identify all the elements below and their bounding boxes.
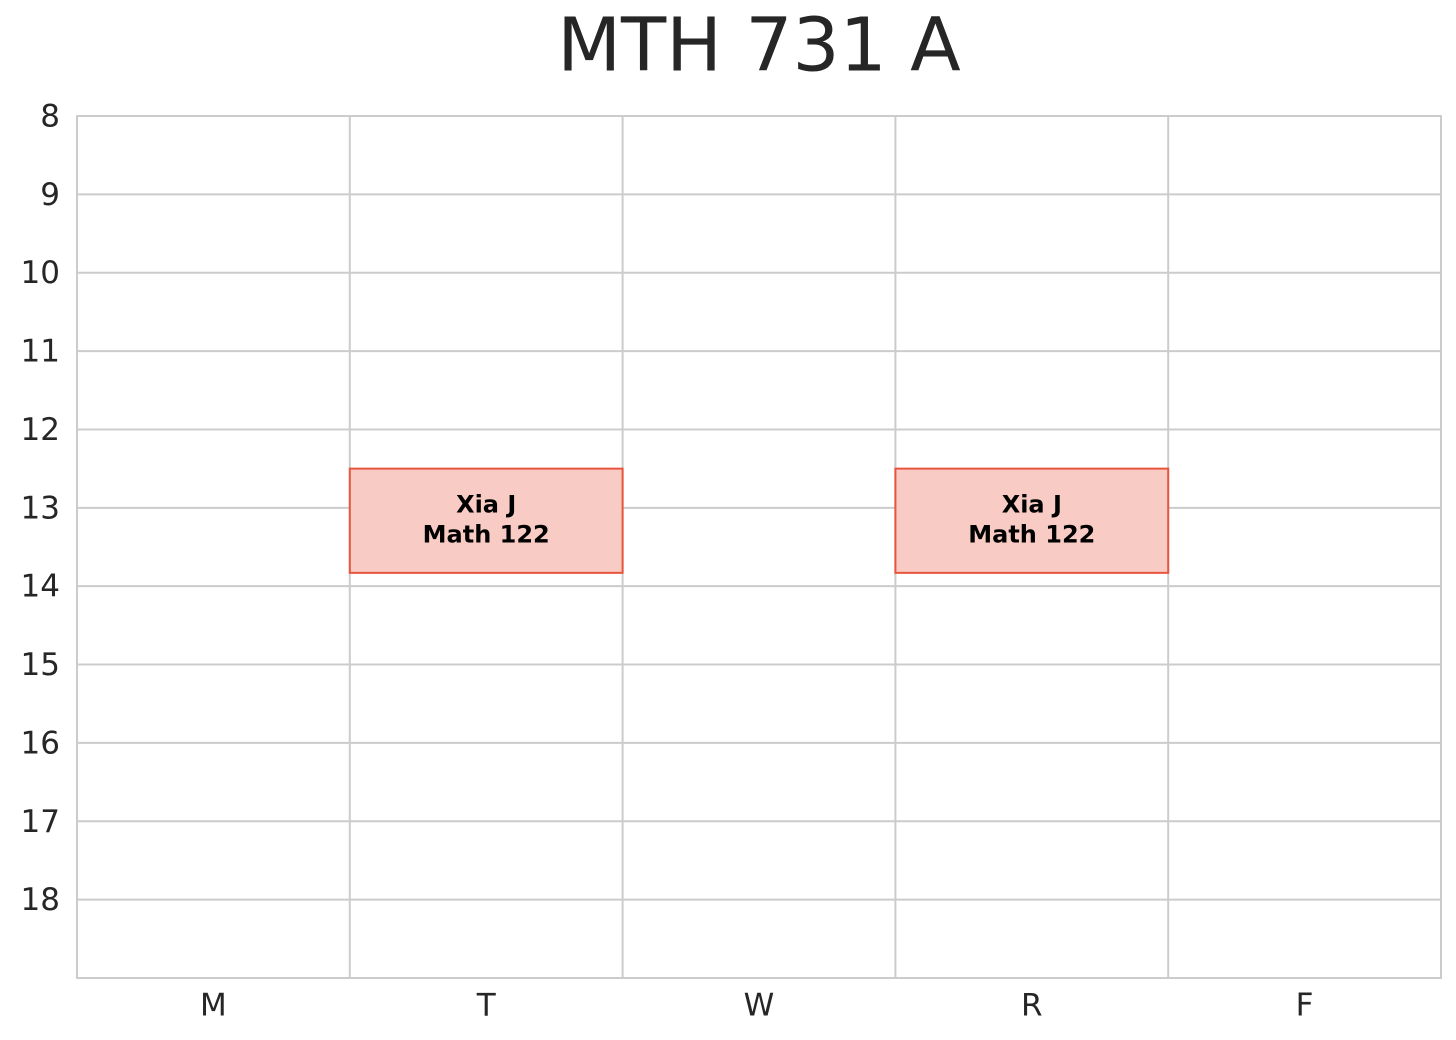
event-instructor: Xia J	[456, 491, 516, 519]
x-tick-label: W	[744, 988, 775, 1024]
y-tick-label: 14	[21, 569, 60, 605]
y-tick-label: 12	[21, 412, 60, 448]
event-block	[894, 467, 1170, 574]
plot-frame	[76, 115, 1442, 979]
y-tick-label: 11	[21, 334, 60, 370]
event-block	[348, 467, 624, 574]
y-tick-label: 15	[21, 647, 60, 683]
event-course: Math 122	[423, 521, 550, 549]
x-tick-label: R	[1021, 988, 1043, 1024]
x-tick-label: F	[1296, 988, 1314, 1024]
y-tick-label: 16	[21, 725, 60, 761]
y-tick-label: 17	[21, 804, 60, 840]
y-tick-label: 13	[21, 490, 60, 526]
event-instructor: Xia J	[1002, 491, 1062, 519]
y-tick-label: 8	[40, 99, 60, 135]
chart-title: MTH 731 A	[557, 3, 961, 89]
y-tick-label: 10	[21, 255, 60, 291]
y-tick-label: 18	[21, 882, 60, 918]
event-course: Math 122	[968, 521, 1095, 549]
y-tick-label: 9	[40, 177, 60, 213]
x-tick-label: M	[200, 988, 227, 1024]
x-tick-label: T	[476, 988, 497, 1024]
